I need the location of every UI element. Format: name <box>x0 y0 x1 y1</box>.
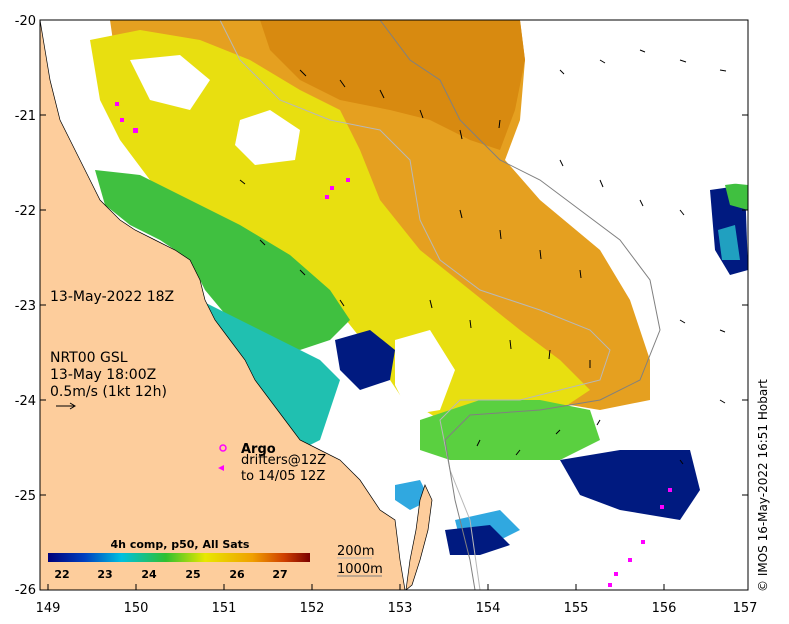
x-tick-label: 152 <box>300 601 325 616</box>
sst-cyan-east <box>718 225 740 260</box>
land-mass <box>40 20 406 590</box>
sst-green-region <box>95 170 350 350</box>
contour-200m-label: 200m <box>337 544 374 559</box>
colorbar-tick-label: 23 <box>97 568 112 581</box>
drifters-legend-label: drifters@12Z <box>241 453 326 468</box>
contour-1000m <box>379 20 661 590</box>
cloud-hole-7 <box>500 530 748 590</box>
x-tick-label: 157 <box>733 601 758 616</box>
y-tick-label: -21 <box>15 109 36 124</box>
colorbar-tick-label: 25 <box>185 568 200 581</box>
y-tick-label: -20 <box>15 14 36 29</box>
x-tick-label: 156 <box>652 601 677 616</box>
x-tick-label: 155 <box>564 601 589 616</box>
sst-green-east <box>725 182 748 210</box>
cloud-hole-2 <box>130 55 210 110</box>
argo-marker-icon <box>219 444 227 452</box>
current-vectors <box>239 49 727 465</box>
colorbar-tick-label: 26 <box>229 568 245 581</box>
y-tick-label: -24 <box>15 394 36 409</box>
x-tick-label: 150 <box>124 601 149 616</box>
fraser-island <box>405 484 433 590</box>
cloud-hole-1 <box>235 110 300 165</box>
y-tick-marks <box>40 19 748 591</box>
cloud-hole-4 <box>360 410 415 475</box>
credit-label: © IMOS 16-May-2022 16:51 Hobart <box>756 379 770 592</box>
colorbar <box>48 553 310 562</box>
scale-arrow-icon <box>56 402 76 410</box>
x-tick-label: 153 <box>388 601 413 616</box>
x-tick-marks <box>47 584 749 590</box>
drifters-period-label: to 14/05 12Z <box>241 469 325 484</box>
cloud-hole-6 <box>650 280 748 450</box>
colorbar-title: 4h comp, p50, All Sats <box>111 538 250 551</box>
drifter-tracks <box>115 102 672 587</box>
sst-blue-patch-3 <box>445 525 510 555</box>
sst-green-south <box>420 400 600 460</box>
x-tick-label: 154 <box>476 601 501 616</box>
colorbar-tick-label: 27 <box>272 568 287 581</box>
cloud-hole-5 <box>520 20 748 185</box>
contour-1000m-label: 1000m <box>337 562 383 577</box>
sst-blue-patch-1 <box>335 330 395 390</box>
drifter-marker-icon <box>218 465 224 471</box>
date-label: 13-May-2022 18Z <box>50 289 174 305</box>
y-tick-label: -26 <box>15 583 36 598</box>
y-tick-label: -23 <box>15 299 36 314</box>
colorbar-tick-label: 24 <box>141 568 157 581</box>
x-tick-label: 151 <box>212 601 237 616</box>
sst-yellow-region <box>90 30 590 420</box>
y-tick-label: -25 <box>15 489 36 504</box>
current-scale-label: 0.5m/s (1kt 12h) <box>50 384 167 400</box>
cloud-hole-3 <box>395 330 455 415</box>
colorbar-tick-label: 22 <box>54 568 69 581</box>
argo-legend-label: Argo <box>241 442 276 457</box>
contour-200m <box>219 20 611 590</box>
y-tick-label: -22 <box>15 204 36 219</box>
sst-cyan-region <box>200 300 340 450</box>
sst-blue-patch-2 <box>560 450 700 520</box>
current-source-label: NRT00 GSL <box>50 350 128 366</box>
x-tick-label: 149 <box>36 601 61 616</box>
current-time-label: 13-May 18:00Z <box>50 367 156 383</box>
